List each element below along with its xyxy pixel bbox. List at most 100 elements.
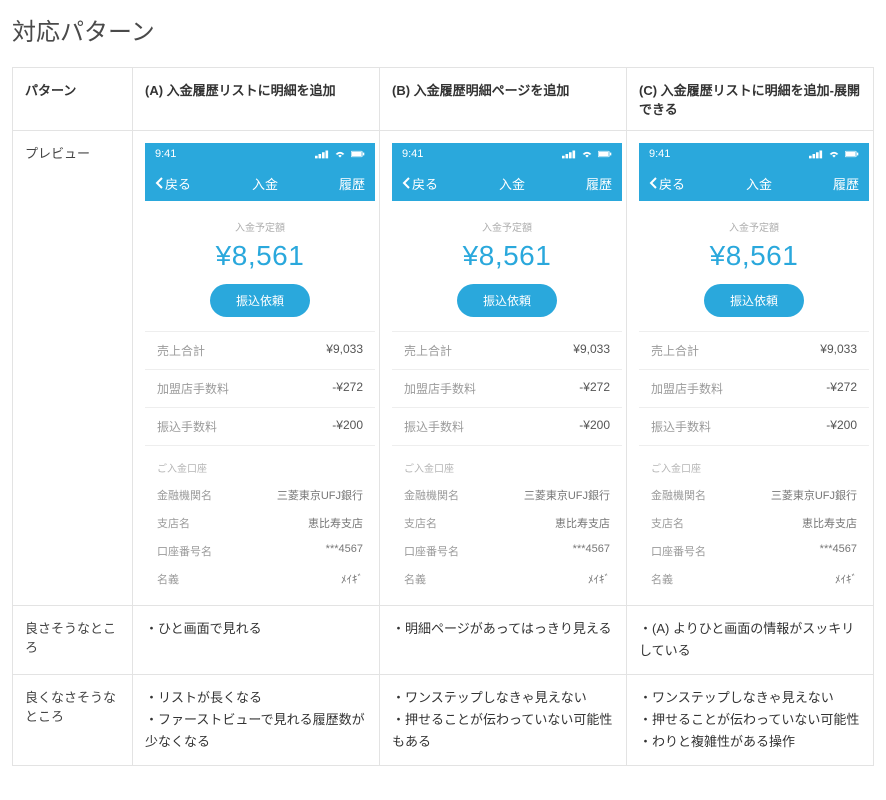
- bank-section-label: ご入金口座: [392, 446, 622, 481]
- status-time: 9:41: [155, 148, 176, 160]
- list-item: ワンステップしなきゃ見えない: [639, 687, 861, 709]
- list-item: 明細ページがあってはっきり見える: [392, 618, 614, 640]
- row-value: ¥9,033: [326, 342, 363, 359]
- amount-label: 入金予定額: [639, 219, 869, 234]
- bank-section-label: ご入金口座: [639, 446, 869, 481]
- row-value: ***4567: [573, 543, 610, 559]
- bank-row: 金融機関名 三菱東京UFJ銀行: [639, 481, 869, 509]
- row-key: 金融機関名: [404, 487, 459, 503]
- bank-row: 支店名恵比寿支店: [392, 509, 622, 537]
- status-bar: 9:41: [392, 143, 622, 165]
- bank-row: 支店名恵比寿支店: [145, 509, 375, 537]
- list-item: 押せることが伝わっていない可能性: [639, 709, 861, 731]
- row-key: 振込手数料: [651, 418, 711, 435]
- status-bar: 9:41: [145, 143, 375, 165]
- row-key: 売上合計: [157, 342, 205, 359]
- bank-row: 名義ﾒｲｷﾞ: [392, 565, 622, 593]
- row-key: 金融機関名: [157, 487, 212, 503]
- nav-bar: 戻る 入金 履歴: [145, 165, 375, 201]
- bank-row: 金融機関名 三菱東京UFJ銀行: [145, 481, 375, 509]
- back-button[interactable]: 戻る: [155, 174, 191, 193]
- bank-rows: 金融機関名 三菱東京UFJ銀行支店名恵比寿支店口座番号名 ***4567 名義ﾒｲｷﾞ: [392, 481, 622, 593]
- bank-row: 口座番号名 ***4567: [392, 537, 622, 565]
- status-time: 9:41: [402, 148, 423, 160]
- list-item: (A) よりひと画面の情報がスッキリしている: [639, 618, 861, 662]
- row-preview-label: プレビュー: [13, 131, 133, 606]
- signal-icon: [809, 149, 823, 159]
- row-value: -¥200: [579, 418, 610, 435]
- back-label: 戻る: [165, 174, 191, 193]
- summary-row: 加盟店手数料 -¥272: [145, 370, 375, 408]
- back-button[interactable]: 戻る: [649, 174, 685, 193]
- header-pattern: パターン: [13, 68, 133, 131]
- back-button[interactable]: 戻る: [402, 174, 438, 193]
- row-key: 支店名: [404, 515, 437, 531]
- summary-row: 振込手数料 -¥200: [392, 408, 622, 446]
- row-cons-label: 良くなさそうなところ: [13, 675, 133, 766]
- bank-row: 口座番号名***4567: [639, 537, 869, 565]
- chevron-left-icon: [649, 177, 657, 189]
- back-label: 戻る: [659, 174, 685, 193]
- nav-title: 入金: [252, 174, 278, 193]
- row-key: 振込手数料: [157, 418, 217, 435]
- pros-a: ひと画面で見れる: [133, 606, 380, 675]
- header-option-a: (A) 入金履歴リストに明細を追加: [133, 68, 380, 131]
- row-pros-label: 良さそうなところ: [13, 606, 133, 675]
- list-item: ファーストビューで見れる履歴数が少なくなる: [145, 709, 367, 753]
- amount-value: ¥8,561: [639, 240, 869, 272]
- row-key: 売上合計: [404, 342, 452, 359]
- row-value: ***4567: [326, 543, 363, 559]
- row-value: ¥9,033: [573, 342, 610, 359]
- row-value: -¥200: [826, 418, 857, 435]
- nav-right-button[interactable]: 履歴: [833, 174, 859, 193]
- row-key: 支店名: [651, 515, 684, 531]
- nav-right-button[interactable]: 履歴: [586, 174, 612, 193]
- list-item: 押せることが伝わっていない可能性もある: [392, 709, 614, 753]
- cons-c: ワンステップしなきゃ見えない押せることが伝わっていない可能性わりと複雑性がある操…: [627, 675, 874, 766]
- row-value: 三菱東京UFJ銀行: [277, 487, 363, 503]
- preview-cell-c: 9:41 戻る 入金 履歴 入金予定額 ¥8,561 振込依頼 売上合計¥9,0…: [627, 131, 874, 606]
- header-option-b: (B) 入金履歴明細ページを追加: [380, 68, 627, 131]
- bank-rows: 金融機関名三菱東京UFJ銀行支店名恵比寿支店口座番号名***4567名義ﾒｲｷﾞ: [639, 481, 869, 593]
- amount-label: 入金予定額: [392, 219, 622, 234]
- transfer-button[interactable]: 振込依頼: [704, 284, 804, 317]
- summary-rows: 売上合計 ¥9,033 加盟店手数料 -¥272 振込手数料-¥200: [145, 331, 375, 446]
- row-key: 振込手数料: [404, 418, 464, 435]
- row-value: -¥272: [332, 380, 363, 397]
- row-value: ﾒｲｷﾞ: [341, 571, 363, 587]
- row-key: 口座番号名: [404, 543, 459, 559]
- summary-row: 売上合計 ¥9,033: [392, 332, 622, 370]
- status-time: 9:41: [649, 148, 670, 160]
- row-key: 金融機関名: [651, 487, 706, 503]
- amount-label: 入金予定額: [145, 219, 375, 234]
- back-label: 戻る: [412, 174, 438, 193]
- row-key: 支店名: [157, 515, 190, 531]
- summary-rows: 売上合計¥9,033加盟店手数料-¥272振込手数料-¥200: [392, 331, 622, 446]
- bank-rows: 金融機関名三菱東京UFJ銀行支店名恵比寿支店口座番号名***4567名義ﾒｲｷﾞ: [145, 481, 375, 593]
- row-value: 三菱東京UFJ銀行: [771, 487, 857, 503]
- battery-icon: [351, 149, 365, 159]
- transfer-button[interactable]: 振込依頼: [457, 284, 557, 317]
- summary-row: 加盟店手数料-¥272: [639, 370, 869, 408]
- nav-right-button[interactable]: 履歴: [339, 174, 365, 193]
- row-key: 口座番号名: [157, 543, 212, 559]
- pros-c: (A) よりひと画面の情報がスッキリしている: [627, 606, 874, 675]
- summary-row: 振込手数料 -¥200: [639, 408, 869, 446]
- row-value: 三菱東京UFJ銀行: [524, 487, 610, 503]
- header-option-c: (C) 入金履歴リストに明細を追加-展開できる: [627, 68, 874, 131]
- comparison-table: パターン (A) 入金履歴リストに明細を追加 (B) 入金履歴明細ページを追加 …: [12, 67, 874, 766]
- row-value: ﾒｲｷﾞ: [835, 571, 857, 587]
- battery-icon: [598, 149, 612, 159]
- cons-b: ワンステップしなきゃ見えない押せることが伝わっていない可能性もある: [380, 675, 627, 766]
- transfer-button[interactable]: 振込依頼: [210, 284, 310, 317]
- summary-rows: 売上合計¥9,033加盟店手数料-¥272振込手数料-¥200: [639, 331, 869, 446]
- nav-title: 入金: [499, 174, 525, 193]
- bank-row: 金融機関名 三菱東京UFJ銀行: [392, 481, 622, 509]
- wifi-icon: [333, 149, 347, 159]
- summary-row: 振込手数料-¥200: [145, 408, 375, 446]
- list-item: ひと画面で見れる: [145, 618, 367, 640]
- bank-row: 名義ﾒｲｷﾞ: [639, 565, 869, 593]
- row-key: 加盟店手数料: [157, 380, 229, 397]
- row-value: ¥9,033: [820, 342, 857, 359]
- chevron-left-icon: [402, 177, 410, 189]
